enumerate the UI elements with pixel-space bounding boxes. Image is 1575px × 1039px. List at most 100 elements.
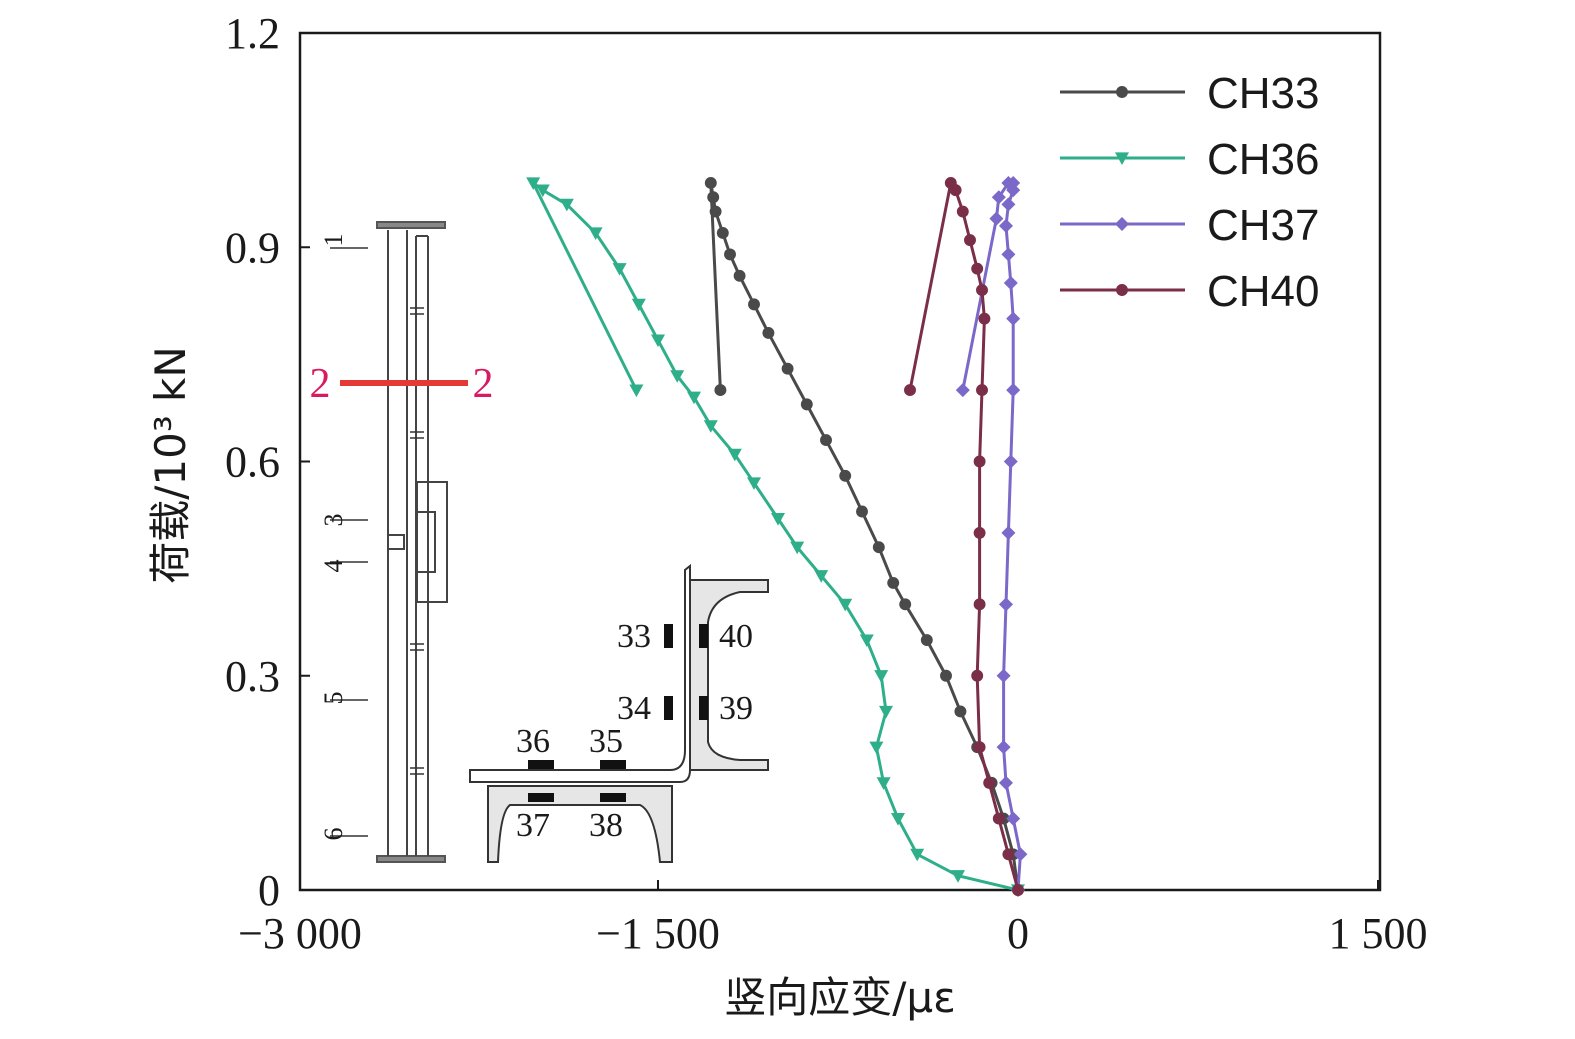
- data-point-ch36: [747, 477, 761, 490]
- data-point-ch33: [748, 298, 760, 311]
- section-label-left: 2: [310, 361, 331, 407]
- data-point-ch37: [1006, 383, 1021, 398]
- data-point-ch37: [1006, 811, 1021, 826]
- data-point-ch33: [887, 576, 900, 589]
- data-point-ch37: [1001, 247, 1016, 262]
- data-point-ch36: [910, 848, 925, 862]
- legend-label-ch33: CH33: [1207, 69, 1320, 118]
- data-point-ch33: [733, 269, 746, 282]
- data-point-ch36: [951, 870, 965, 883]
- y-tick-label: 0.3: [225, 652, 280, 701]
- data-point-ch40: [976, 284, 988, 297]
- elevation-labels: 1 3 4 5 6: [319, 234, 348, 841]
- data-point-ch33: [704, 177, 717, 189]
- data-point-ch33: [920, 634, 933, 646]
- gauge-label-37: 37: [516, 807, 550, 844]
- elevation-label-5: 5: [319, 692, 348, 705]
- x-tick-label: 0: [1007, 909, 1029, 958]
- data-point-ch33: [800, 398, 813, 411]
- series-ch40: [904, 177, 1024, 896]
- legend-label-ch40: CH40: [1207, 267, 1320, 316]
- legend-marker-ch33: [1116, 86, 1128, 98]
- data-point-ch40: [956, 205, 969, 218]
- x-tick-label: 1 500: [1329, 909, 1428, 958]
- gauge-label-35: 35: [589, 723, 623, 760]
- data-point-ch40: [1012, 884, 1024, 896]
- data-point-ch33: [856, 505, 868, 518]
- elevation-label-6: 6: [319, 828, 348, 841]
- legend-marker-ch37: [1115, 217, 1129, 231]
- legend-label-ch36: CH36: [1207, 135, 1320, 184]
- y-axis-title: 荷载/10³ kN: [146, 346, 195, 584]
- data-point-ch36: [629, 384, 644, 398]
- data-point-ch37: [1003, 454, 1018, 469]
- y-tick-label: 0: [258, 866, 280, 915]
- legend-marker-ch36: [1115, 152, 1129, 165]
- data-point-ch36: [790, 541, 805, 555]
- series-line-ch33: [709, 182, 1020, 891]
- series-line-ch36: [531, 181, 1019, 892]
- x-tick-label: −3 000: [238, 909, 362, 958]
- gauge-label-33: 33: [617, 618, 651, 655]
- elevation-label-4: 4: [319, 560, 348, 573]
- data-point-ch37: [999, 597, 1013, 612]
- data-point-ch33: [714, 384, 727, 397]
- data-point-ch36: [703, 420, 718, 433]
- data-point-ch36: [687, 391, 701, 405]
- data-point-ch37: [1006, 311, 1021, 326]
- data-point-ch36: [727, 448, 742, 462]
- data-point-ch40: [973, 598, 986, 611]
- y-tick-label: 1.2: [225, 9, 280, 58]
- column-elevation-inset: [330, 221, 448, 863]
- data-point-ch40: [971, 669, 984, 682]
- data-point-ch33: [716, 227, 729, 239]
- data-point-ch37: [999, 218, 1013, 233]
- elevation-label-1: 1: [319, 234, 348, 247]
- gauge-label-39: 39: [719, 690, 753, 727]
- data-point-ch37: [1013, 847, 1028, 862]
- data-point-ch37: [1001, 197, 1016, 212]
- data-point-ch40: [992, 812, 1005, 825]
- elevation-label-3: 3: [319, 514, 348, 527]
- data-point-ch33: [781, 362, 794, 375]
- x-axis-title: 竖向应变/με: [724, 973, 956, 1022]
- x-tick-label: −1 500: [596, 909, 720, 958]
- legend-label-ch37: CH37: [1207, 201, 1320, 250]
- data-point-ch40: [944, 177, 957, 189]
- data-point-ch36: [876, 777, 891, 790]
- y-axis: 0 0.3 0.6 0.9 1.2: [225, 9, 310, 915]
- legend-marker-ch40: [1116, 284, 1128, 296]
- data-point-ch36: [535, 184, 550, 198]
- data-point-ch33: [872, 541, 885, 554]
- data-point-ch40: [1002, 848, 1015, 861]
- data-point-ch37: [955, 383, 970, 398]
- gauge-label-38: 38: [589, 807, 623, 844]
- y-tick-label: 0.6: [225, 438, 280, 487]
- data-point-ch40: [973, 455, 986, 468]
- data-point-ch40: [971, 262, 984, 275]
- data-point-ch40: [973, 741, 986, 754]
- data-point-ch40: [904, 384, 916, 397]
- data-point-ch37: [991, 190, 1006, 205]
- data-point-ch33: [940, 669, 952, 682]
- data-point-ch33: [839, 469, 852, 482]
- data-point-ch37: [1003, 275, 1018, 290]
- data-point-ch40: [976, 384, 988, 397]
- legend: CH33 CH36 CH37 CH40: [1060, 69, 1320, 316]
- data-point-ch36: [651, 334, 665, 348]
- data-point-ch40: [983, 776, 996, 789]
- data-point-ch33: [954, 705, 967, 718]
- y-tick-label: 0.9: [225, 223, 280, 272]
- data-point-ch36: [612, 263, 627, 276]
- data-point-ch33: [724, 248, 736, 261]
- data-point-ch36: [859, 634, 874, 648]
- data-point-ch36: [814, 570, 829, 583]
- gauge-label-40: 40: [719, 618, 753, 655]
- data-point-ch37: [1001, 525, 1016, 540]
- series-layer: [526, 175, 1028, 897]
- series-ch37: [955, 175, 1028, 897]
- data-point-ch37: [989, 211, 1004, 226]
- section-label-right: 2: [473, 361, 494, 407]
- data-point-ch33: [899, 598, 912, 611]
